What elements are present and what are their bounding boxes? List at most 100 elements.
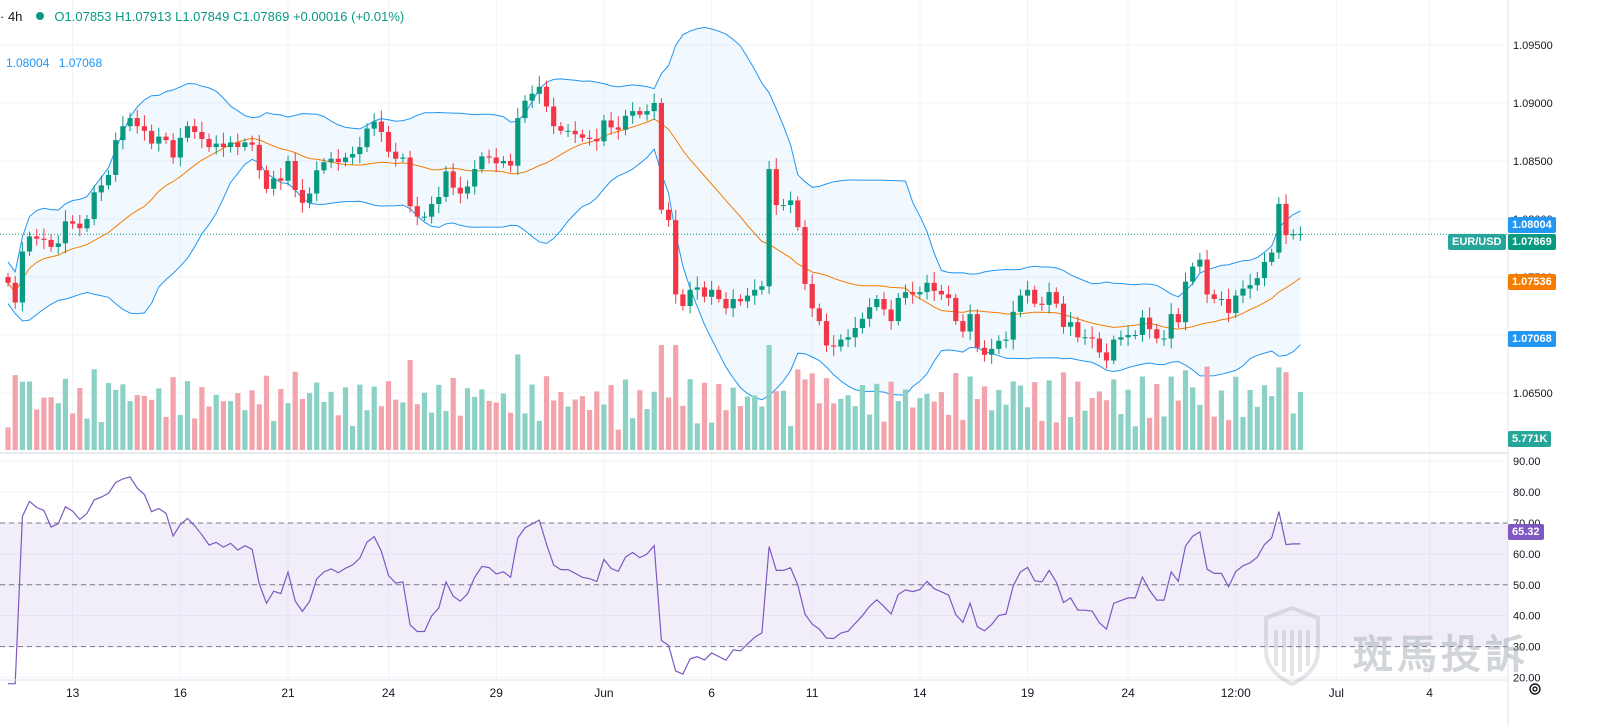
candle-body <box>572 130 578 135</box>
candle-body <box>163 136 169 141</box>
candle-body <box>357 147 363 155</box>
volume-bar <box>220 401 226 450</box>
candle-body <box>1103 352 1110 361</box>
settings-gear-icon[interactable] <box>1528 682 1542 696</box>
candle-body <box>98 185 104 193</box>
bb-middle-price-tag: 1.07536 <box>1508 274 1556 290</box>
candle-body <box>996 340 1002 349</box>
volume-bar <box>479 389 485 450</box>
candle-body <box>1247 285 1253 289</box>
candle-body <box>443 171 449 197</box>
symbol-name-tag[interactable]: EUR/USD <box>1448 234 1506 250</box>
volume-bar <box>472 396 478 450</box>
volume-bar <box>931 401 937 450</box>
candle-body <box>1175 314 1181 323</box>
grid <box>0 0 1508 680</box>
axes: 1.095001.090001.085001.080001.075001.070… <box>0 0 1553 726</box>
candle-body <box>407 157 413 207</box>
volume-bar <box>177 415 183 450</box>
candle-body <box>105 174 112 186</box>
candle-body <box>931 282 937 291</box>
volume-bar <box>393 399 399 450</box>
volume-bar <box>184 381 191 450</box>
volume-bar <box>1118 414 1124 450</box>
candle-body <box>1075 322 1081 338</box>
volume-bar <box>134 395 140 450</box>
volume-bar <box>572 399 578 450</box>
volume-bar <box>414 404 420 450</box>
volume-bar <box>759 406 765 450</box>
volume-bar <box>1025 407 1031 450</box>
candle-body <box>852 328 858 338</box>
volume-bar <box>687 379 693 450</box>
candle-body <box>515 118 521 166</box>
candle-body <box>938 290 944 295</box>
candle-body <box>1276 203 1282 253</box>
candle-body <box>1269 252 1275 262</box>
candle-body <box>500 161 506 164</box>
volume-bar <box>249 390 255 450</box>
candle-body <box>12 282 18 303</box>
candle-body <box>1032 289 1038 304</box>
volume-bar <box>357 384 363 450</box>
volume-bar <box>694 423 700 450</box>
candle-body <box>414 206 420 217</box>
symbol-interval[interactable]: · 4h <box>0 8 23 24</box>
volume-bar <box>809 373 815 450</box>
candle-body <box>666 209 672 221</box>
volume-bar <box>1168 376 1174 450</box>
volume-bar <box>874 383 880 450</box>
bollinger-legend[interactable]: 1.08004 1.07068 <box>6 56 108 70</box>
volume-bar <box>1039 420 1045 450</box>
time-axis-label: 24 <box>382 686 396 700</box>
volume-bar <box>1032 382 1038 450</box>
candle-body <box>644 111 650 115</box>
candle-body <box>1283 203 1289 236</box>
volume-bar <box>1139 376 1145 450</box>
candle-body <box>199 132 205 139</box>
volume-bar <box>256 404 262 450</box>
volume-bar <box>1211 416 1217 450</box>
candle-body <box>450 171 456 188</box>
candle-body <box>371 121 377 129</box>
volume-bar <box>105 383 112 450</box>
candle-body <box>558 126 564 131</box>
candle-body <box>1132 335 1138 336</box>
candle-body <box>342 157 349 163</box>
volume-bar <box>1147 417 1153 450</box>
volume-bar <box>974 399 980 450</box>
candle-body <box>651 103 657 112</box>
volume-bar <box>278 389 284 450</box>
candle-body <box>400 157 406 159</box>
volume-bar <box>910 407 916 450</box>
volume-bar <box>113 389 119 450</box>
volume-bar <box>1132 426 1138 450</box>
volume-bar <box>730 387 736 450</box>
candle-body <box>170 140 176 158</box>
candle-body <box>1060 303 1067 327</box>
volume-bar <box>565 406 571 450</box>
candle-body <box>579 134 585 138</box>
candle-body <box>479 156 485 170</box>
candle-body <box>1190 266 1196 282</box>
candle-body <box>587 137 593 139</box>
candle-body <box>809 284 815 309</box>
volume-bar <box>895 401 901 450</box>
candle-body <box>859 318 865 329</box>
volume-bar <box>307 393 313 450</box>
candle-body <box>716 289 722 300</box>
volume-bar <box>701 382 708 450</box>
candle-body <box>709 289 715 297</box>
candle-body <box>120 126 126 141</box>
candle-body <box>285 161 291 181</box>
candle-body <box>802 227 808 284</box>
time-axis-label: 12:00 <box>1221 686 1251 700</box>
candle-body <box>192 126 198 132</box>
candle-body <box>953 297 959 322</box>
candle-body <box>486 156 492 158</box>
volume-bar <box>436 384 442 450</box>
volume-bar <box>170 377 176 450</box>
volume-bar <box>285 403 291 450</box>
volume-bar <box>26 381 33 450</box>
